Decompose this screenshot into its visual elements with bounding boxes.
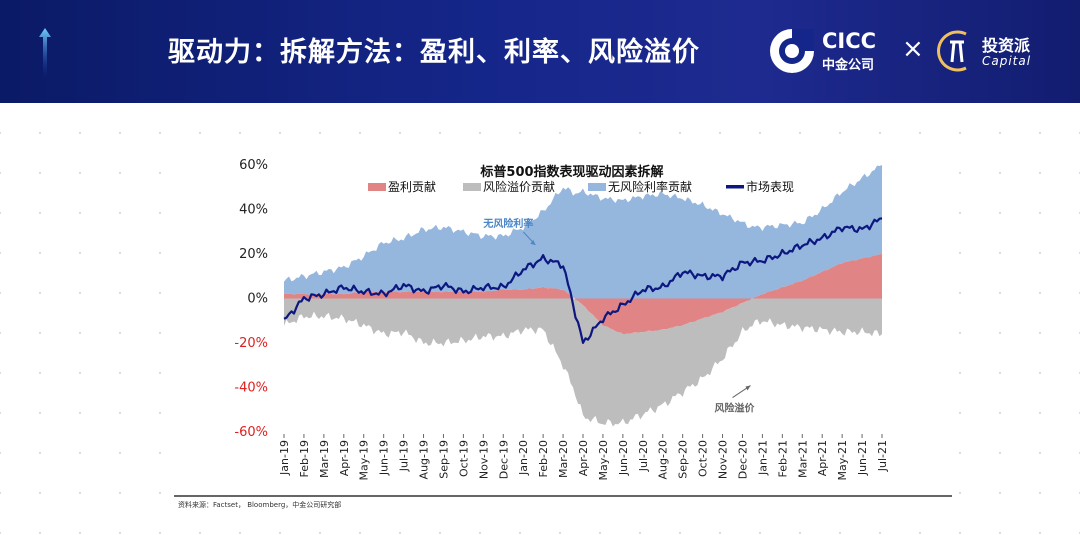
earnings-contribution-area [284,254,882,334]
x-tick-label: Jan-21 [756,440,769,476]
x-tick-label: Jul-20 [637,440,650,472]
cicc-logo-icon [770,29,814,73]
x-tick-label: Feb-19 [298,440,311,477]
x-tick-label: Aug-20 [657,440,670,479]
x-tick-label: Jul-19 [398,440,411,472]
driver-decomposition-chart: 60% 40% 20% 0% -20% -40% -60% Jan-19 Feb-19 Mar-… [174,158,952,497]
partner-logo-text: 投资派 [982,36,1031,55]
x-tick-label: May-20 [597,440,610,481]
y-tick-label: 0% [247,292,268,307]
x-tick-label: Jul-21 [876,440,889,472]
legend-swatch [588,183,606,191]
legend-label: 无风险利率贡献 [608,179,692,194]
y-tick-label: 20% [239,247,268,262]
x-tick-label: Jan-19 [278,440,291,476]
legend-label: 盈利贡献 [388,179,436,194]
legend-label: 风险溢价贡献 [483,179,555,194]
arrow-up-icon [39,28,51,78]
x-tick-label: Jun-19 [378,440,391,476]
x-tick-label: Dec-19 [497,440,510,479]
legend-label: 市场表现 [746,179,794,194]
y-tick-label: 60% [239,158,268,173]
x-tick-label: Sep-19 [437,440,450,479]
chart-title: 标普500指数表现驱动因素拆解 [479,164,663,180]
page-title: 驱动力：拆解方法：盈利、利率、风险溢价 [168,37,700,68]
x-tick-label: Apr-21 [816,440,829,476]
x-tick-label: Feb-21 [776,440,789,477]
x-tick-label: Dec-20 [736,440,749,479]
x-tick-label: May-19 [358,440,371,481]
x-tick-label: Jun-21 [856,440,869,476]
annotation-arrowhead [745,385,751,391]
x-tick-label: Mar-21 [796,440,809,478]
source-note: 资料来源：Factset， Bloomberg，中金公司研究部 [178,501,342,509]
partner-logo-icon [937,30,967,72]
y-tick-label: 40% [239,203,268,218]
x-tick-label: Oct-20 [697,440,710,477]
partner-logo-subtext: Capital [982,54,1032,68]
slide-header: 驱动力：拆解方法：盈利、利率、风险溢价 CICC 中金公司 × 投资派 Capi… [0,0,1080,103]
x-tick-label: Oct-19 [457,440,470,477]
x-tick-label: Nov-19 [477,440,490,479]
y-tick-label: -20% [234,336,268,351]
x-tick-label: Apr-20 [577,440,590,476]
x-tick-label: Feb-20 [537,440,550,477]
annotation-risk-free-rate: 无风险利率 [482,217,533,230]
x-tick-label: Aug-19 [418,440,431,479]
x-tick-label: May-21 [836,440,849,481]
x-tick-label: Jan-20 [517,440,530,476]
legend-swatch [368,183,386,191]
cicc-logo-subtext: 中金公司 [822,58,875,73]
y-tick-label: -40% [234,381,268,396]
x-tick-label: Nov-20 [717,440,730,479]
x-tick-label: Apr-19 [338,440,351,476]
legend-swatch [463,183,481,191]
x-tick-label: Sep-20 [677,440,690,479]
risk-premium-contribution-area [284,298,882,427]
y-tick-label: -60% [234,425,268,440]
rate-contribution-area [284,165,882,299]
cicc-logo-text: CICC [822,29,877,53]
annotation-risk-premium: 风险溢价 [715,402,756,415]
market-performance-line [283,217,883,344]
legend-swatch [726,185,744,189]
x-tick-label: Mar-19 [318,440,331,478]
x-tick-label: Mar-20 [557,440,570,478]
annotation-arrowhead [530,239,536,245]
x-tick-label: Jun-20 [617,440,630,476]
times-sign: × [902,34,924,64]
